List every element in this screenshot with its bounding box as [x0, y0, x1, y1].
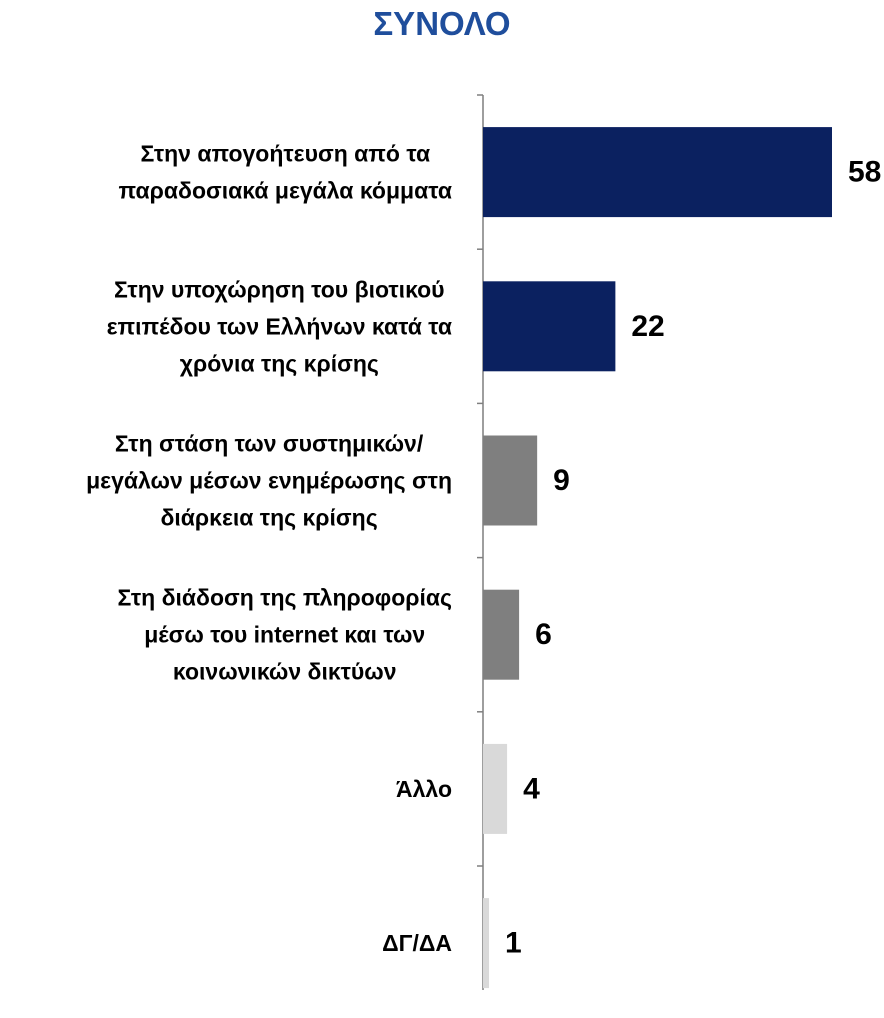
category-labels: Στην απογοήτευση από τα παραδοσιακά μεγάλ…: [86, 141, 452, 956]
bar: [483, 589, 520, 680]
category-label-line: Στην απογοήτευση από τα: [140, 141, 430, 167]
bar: [483, 127, 832, 218]
bars: [483, 127, 832, 989]
category-label: Άλλο: [396, 776, 452, 802]
category-label-line: μέσω του internet και των: [144, 622, 425, 648]
category-label: ΔΓ/ΔΑ: [382, 930, 452, 956]
category-label-line: Στη στάση των συστημικών/: [115, 431, 424, 457]
category-label-line: χρόνια της κρίσης: [180, 350, 379, 376]
value-label: 22: [631, 310, 664, 343]
value-label: 6: [535, 618, 552, 651]
value-labels: 58 22 9 6 4 1: [505, 156, 881, 960]
category-label-line: μεγάλων μέσων ενημέρωσης στη: [86, 468, 452, 494]
category-label-line: Στη διάδοση της πληροφορίας: [117, 585, 452, 611]
category-label-line: επιπέδου των Ελλήνων κατά τα: [107, 313, 452, 339]
bar: [483, 281, 616, 372]
category-label-line: ΔΓ/ΔΑ: [382, 930, 452, 956]
category-label-line: διάρκεια της κρίσης: [160, 505, 377, 531]
category-label-line: κοινωνικών δικτύων: [173, 659, 397, 685]
bar: [483, 435, 538, 526]
category-label-line: Στην υποχώρηση του βιοτικού: [114, 276, 445, 302]
axis-ticks: [477, 94, 483, 867]
category-label: Στη διάδοση της πληροφορίας μέσω του inte…: [117, 585, 452, 685]
category-label: Στη στάση των συστημικών/μεγάλων μέσων ε…: [86, 431, 452, 531]
bar: [483, 898, 490, 989]
value-label: 9: [553, 464, 570, 497]
category-label-line: παραδοσιακά μεγάλα κόμματα: [119, 178, 452, 204]
bar: [483, 743, 508, 834]
category-label-line: Άλλο: [396, 776, 452, 802]
value-label: 4: [523, 772, 540, 805]
chart-title: ΣΥΝΟΛΟ: [373, 5, 511, 42]
value-label: 58: [848, 156, 881, 189]
value-label: 1: [505, 927, 522, 960]
category-label: Στην απογοήτευση από τα παραδοσιακά μεγάλ…: [119, 141, 452, 204]
category-label: Στην υποχώρηση του βιοτικού επιπέδου των …: [107, 276, 452, 376]
